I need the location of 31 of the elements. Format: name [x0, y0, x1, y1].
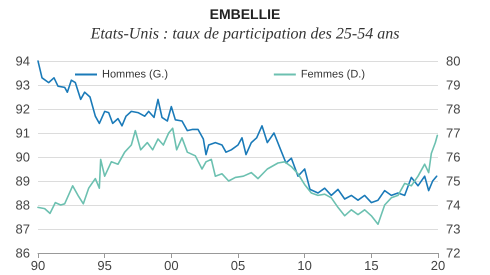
chart-title: EMBELLIE [210, 6, 280, 22]
y-tick-label: 90 [16, 150, 30, 164]
y-tick-label: 94 [16, 54, 30, 68]
x-tick-label: 00 [164, 258, 179, 273]
y-tick-label: 92 [16, 102, 30, 116]
y2-tick-label: 78 [446, 102, 460, 116]
x-tick-label: 20 [430, 258, 446, 273]
y-tick-label: 88 [16, 198, 30, 212]
y-tick-label: 93 [16, 78, 30, 92]
y2-tick-label: 77 [446, 126, 460, 140]
chart-subtitle: Etats-Unis : taux de participation des 25-54 ans [90, 26, 400, 42]
legend-label: Hommes (G.) [102, 68, 168, 80]
legend-label: Femmes (D.) [300, 68, 366, 80]
y2-tick-label: 75 [446, 174, 460, 188]
x-tick-label: 10 [297, 258, 312, 273]
x-tick-label: 90 [30, 258, 46, 273]
y-tick-label: 91 [16, 126, 30, 140]
line-series [37, 60, 438, 204]
y2-tick-label: 76 [446, 150, 460, 164]
y2-tick-label: 79 [446, 78, 460, 92]
y-tick-label: 86 [16, 246, 30, 260]
x-tick-label: 15 [364, 258, 379, 273]
y2-tick-label: 72 [446, 246, 460, 260]
y2-tick-label: 74 [446, 198, 460, 212]
line-series [37, 127, 438, 225]
y-tick-label: 87 [16, 222, 30, 236]
y-tick-label: 89 [16, 174, 30, 188]
y2-tick-label: 80 [446, 54, 460, 68]
x-tick-label: 05 [230, 258, 246, 273]
y2-tick-label: 73 [446, 222, 460, 236]
x-tick-label: 95 [97, 258, 112, 273]
